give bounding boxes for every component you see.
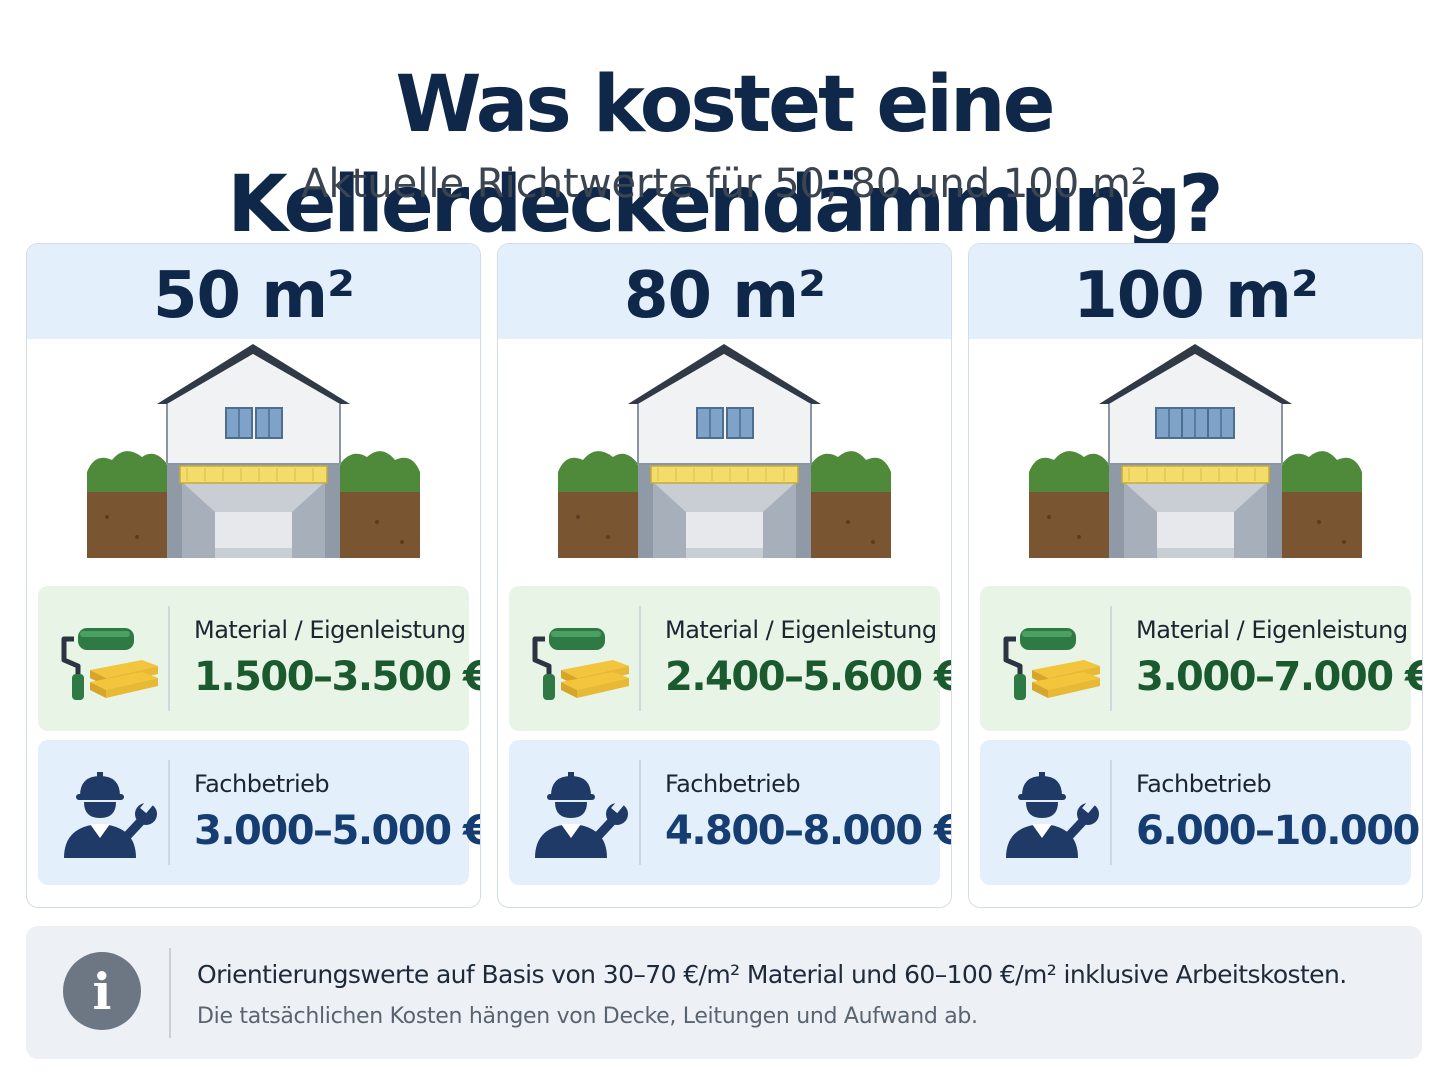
page-subtitle: Aktuelle Richtwerte für 50, 80 und 100 m… xyxy=(301,161,1147,207)
card-area-title: 50 m² xyxy=(27,244,480,339)
divider xyxy=(1110,760,1112,865)
divider xyxy=(639,606,641,711)
divider xyxy=(168,760,170,865)
material-label: Material / Eigenleistung xyxy=(665,616,937,644)
house-basement-illustration xyxy=(87,344,420,558)
professional-label: Fachbetrieb xyxy=(665,770,801,798)
cost-cards: 50 m² Material / Eigenleistung 1.500–3.5… xyxy=(26,243,1423,908)
card-area-title: 80 m² xyxy=(498,244,951,339)
professional-cost-box: Fachbetrieb 4.800–8.000 € xyxy=(509,740,951,885)
worker-wrench-icon xyxy=(64,772,157,858)
professional-cost-box: Fachbetrieb 6.000–10.000 € xyxy=(980,740,1422,885)
material-value: 1.500–3.500 € xyxy=(194,654,481,700)
material-cost-box: Material / Eigenleistung 3.000–7.000 € xyxy=(980,586,1422,731)
material-label: Material / Eigenleistung xyxy=(194,616,466,644)
professional-value: 3.000–5.000 € xyxy=(194,808,481,854)
material-label: Material / Eigenleistung xyxy=(1136,616,1408,644)
divider xyxy=(639,760,641,865)
material-value: 3.000–7.000 € xyxy=(1136,654,1423,700)
paint-roller-insulation-icon xyxy=(532,628,629,700)
cost-card-80: 80 m² Material / Eigenleistung 2.400–5.6… xyxy=(497,243,952,908)
info-note: i Orientierungswerte auf Basis von 30–70… xyxy=(26,926,1422,1059)
house-basement-illustration xyxy=(558,344,891,558)
paint-roller-insulation-icon xyxy=(61,628,158,700)
info-sub-text: Die tatsächlichen Kosten hängen von Deck… xyxy=(197,1004,978,1029)
material-cost-box: Material / Eigenleistung 1.500–3.500 € xyxy=(38,586,480,731)
worker-wrench-icon xyxy=(1006,772,1099,858)
professional-value: 6.000–10.000 € xyxy=(1136,808,1422,854)
paint-roller-insulation-icon xyxy=(1003,628,1100,700)
material-cost-box: Material / Eigenleistung 2.400–5.600 € xyxy=(509,586,951,731)
page-title: Was kostet eine Kellerdeckendämmung? xyxy=(227,60,1223,250)
professional-value: 4.800–8.000 € xyxy=(665,808,952,854)
material-value: 2.400–5.600 € xyxy=(665,654,952,700)
card-area-title: 100 m² xyxy=(969,244,1422,339)
info-icon: i xyxy=(63,952,141,1030)
divider xyxy=(1110,606,1112,711)
divider xyxy=(169,948,171,1038)
worker-wrench-icon xyxy=(535,772,628,858)
professional-cost-box: Fachbetrieb 3.000–5.000 € xyxy=(38,740,480,885)
cost-card-100: 100 m² Material / Eigenleistung 3.000–7.… xyxy=(968,243,1423,908)
divider xyxy=(168,606,170,711)
professional-label: Fachbetrieb xyxy=(1136,770,1272,798)
cost-card-50: 50 m² Material / Eigenleistung 1.500–3.5… xyxy=(26,243,481,908)
house-basement-illustration xyxy=(1029,344,1362,558)
professional-label: Fachbetrieb xyxy=(194,770,330,798)
info-main-text: Orientierungswerte auf Basis von 30–70 €… xyxy=(197,960,1347,989)
